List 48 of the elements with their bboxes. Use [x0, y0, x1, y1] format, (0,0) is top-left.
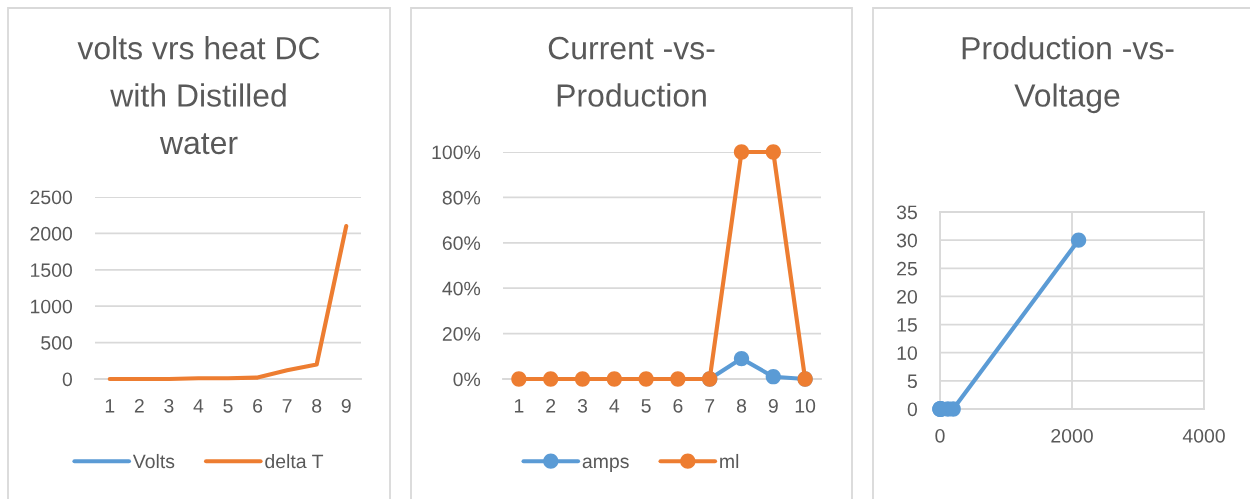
x-tick-label: 8 [312, 398, 322, 413]
x-tick-label: 5 [641, 399, 651, 413]
chart-title: volts vrs heat DC with Distilled water [77, 36, 320, 155]
legend-label: Volts [132, 453, 175, 469]
legend-label: ml [720, 453, 739, 469]
x-tick-label: 2 [546, 398, 556, 413]
x-tick-label: 3 [577, 398, 588, 413]
y-tick-label: 40% [442, 281, 481, 296]
y-tick-label: 20 [897, 289, 918, 304]
y-tick-label: 100% [432, 145, 481, 160]
y-tick-label: 5 [907, 374, 917, 389]
y-tick-label: 30 [896, 233, 918, 248]
x-tick-label: 2 [134, 398, 144, 413]
x-tick-label: 2000 [1051, 428, 1093, 443]
x-tick-label: 1 [514, 399, 524, 413]
y-tick-label: 80% [442, 190, 481, 205]
legend-label: amps [582, 457, 629, 473]
y-tick-label: 0 [62, 372, 73, 387]
y-tick-label: 0% [453, 372, 481, 387]
y-tick-label: 500 [41, 336, 73, 350]
x-tick-label: 4 [193, 399, 204, 413]
legend-label: delta T [265, 453, 324, 469]
y-tick-label: 10 [897, 346, 918, 360]
chart-title: Current -vs- Production [548, 36, 715, 107]
x-tick-label: 6 [253, 398, 263, 413]
x-tick-label: 5 [223, 399, 233, 413]
x-tick-label: 0 [935, 428, 945, 443]
y-tick-label: 1000 [31, 299, 73, 314]
x-tick-label: 9 [768, 398, 778, 413]
x-tick-label: 1 [105, 399, 115, 413]
chart-title: Production -vs- Voltage [962, 36, 1174, 114]
y-tick-label: 35 [896, 205, 917, 220]
y-tick-label: 1500 [31, 263, 73, 278]
y-tick-label: 2000 [30, 226, 73, 241]
x-tick-label: 10 [795, 398, 816, 413]
x-tick-label: 8 [736, 398, 747, 413]
x-tick-label: 6 [673, 398, 683, 413]
x-tick-label: 4 [609, 399, 620, 413]
y-tick-label: 60% [442, 236, 481, 251]
y-tick-label: 2500 [30, 190, 73, 205]
x-tick-label: 9 [341, 398, 351, 413]
x-tick-label: 7 [282, 399, 292, 413]
y-tick-label: 20% [442, 327, 481, 341]
x-tick-label: 4000 [1182, 428, 1225, 443]
y-tick-label: 25 [897, 261, 917, 276]
x-tick-label: 7 [705, 399, 715, 413]
y-tick-label: 15 [897, 318, 917, 332]
x-tick-label: 3 [164, 398, 174, 413]
